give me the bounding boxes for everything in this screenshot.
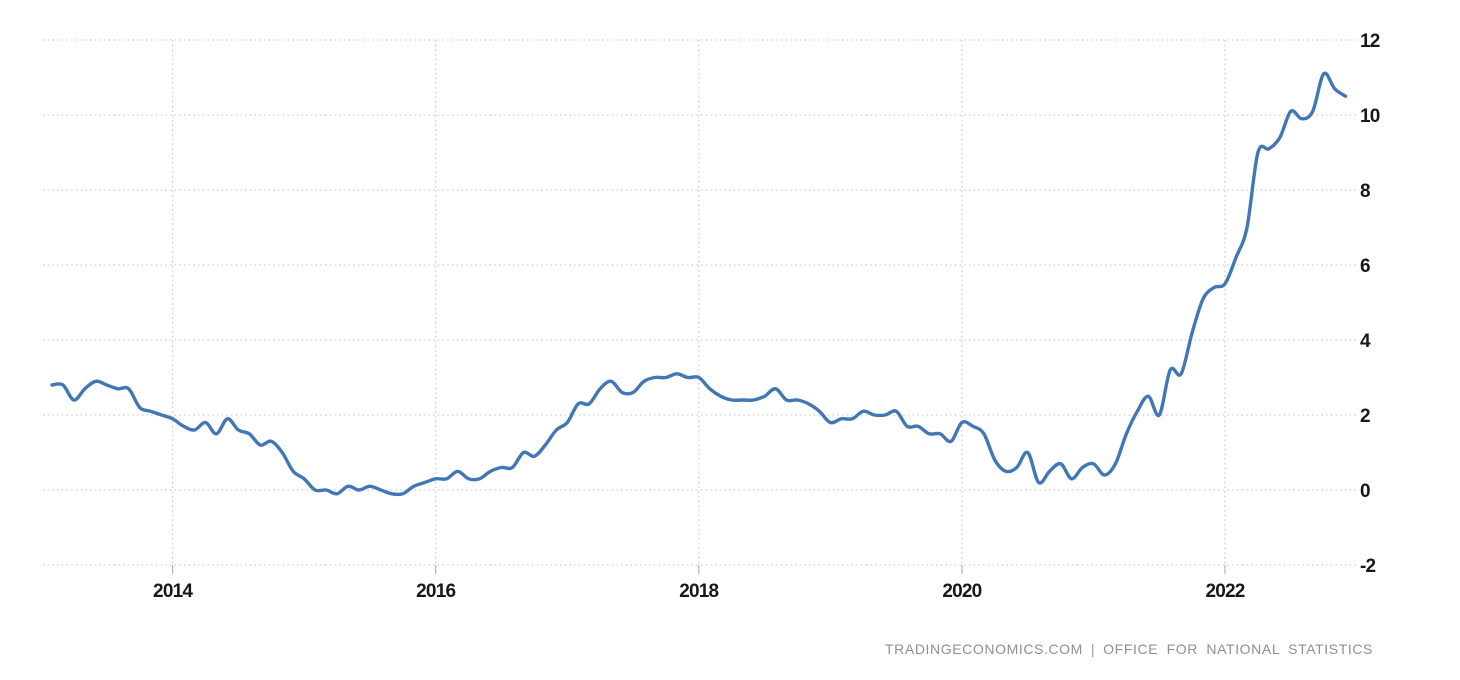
attribution-source-org: OFFICE FOR NATIONAL STATISTICS	[1103, 641, 1373, 657]
y-axis-tick-label: 0	[1360, 481, 1370, 502]
attribution-divider: |	[1090, 641, 1096, 657]
y-axis-tick-label: 8	[1360, 181, 1370, 202]
x-axis-tick-label: 2020	[942, 581, 981, 602]
y-axis-tick-label: 10	[1360, 106, 1380, 127]
x-axis-tick-label: 2016	[416, 581, 455, 602]
y-axis-tick-label: 6	[1360, 256, 1370, 277]
attribution: TRADINGECONOMICS.COM | OFFICE FOR NATIONAL…	[885, 641, 1373, 657]
inflation-rate-series-line[interactable]	[50, 71, 1348, 497]
x-axis-tick-label: 2018	[679, 581, 718, 602]
attribution-source-site-link[interactable]: TRADINGECONOMICS.COM	[885, 641, 1083, 657]
y-axis-tick-label: 4	[1360, 331, 1371, 352]
x-axis-tick-label: 2014	[153, 581, 193, 602]
y-axis-tick-label: 12	[1360, 31, 1380, 52]
y-axis-tick-label: -2	[1360, 556, 1376, 577]
y-axis-tick-label: 2	[1360, 406, 1370, 427]
x-axis-tick-label: 2022	[1205, 581, 1244, 602]
